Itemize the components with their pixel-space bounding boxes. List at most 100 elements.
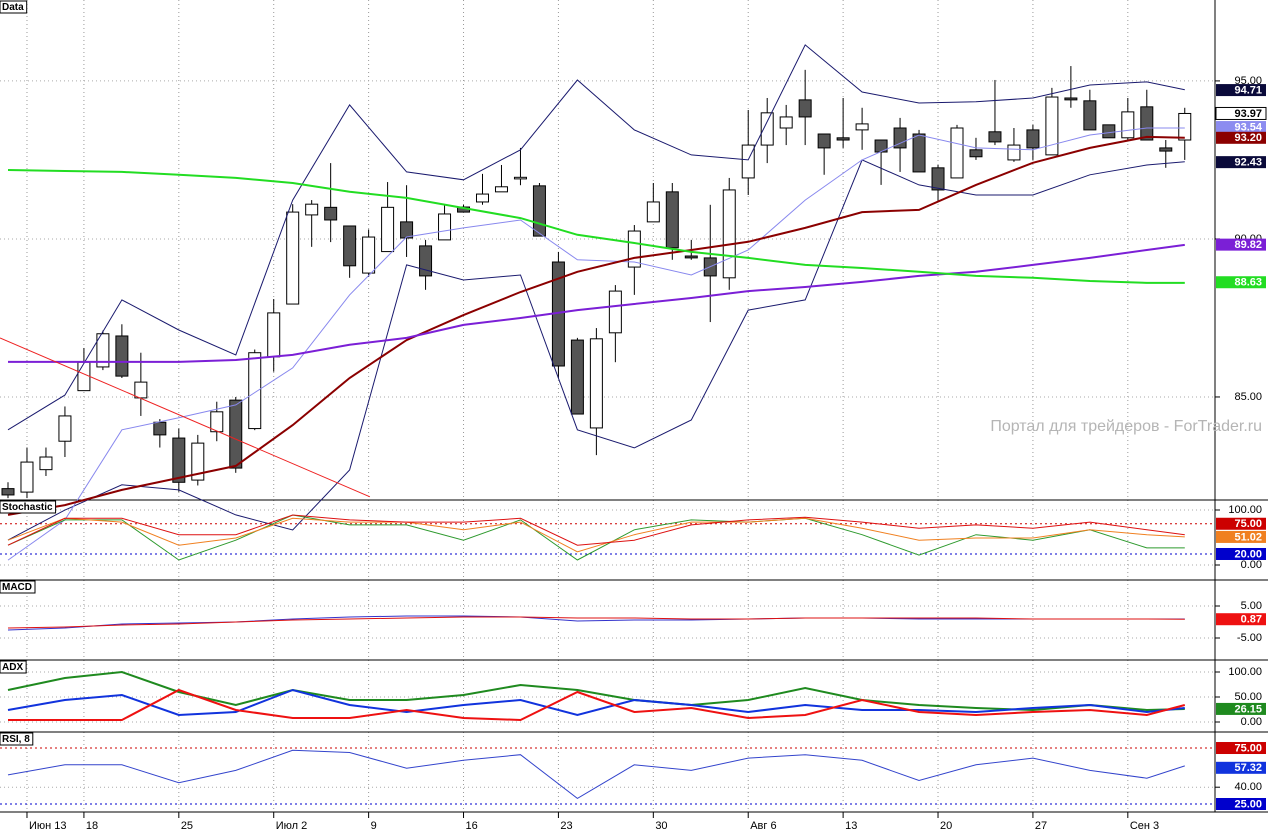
value-label: 25.00	[1234, 798, 1262, 810]
candle-body	[476, 193, 489, 203]
value-label-box	[1216, 517, 1266, 530]
candle-body	[191, 442, 205, 481]
candle-body	[1045, 96, 1059, 156]
candle-body	[172, 437, 186, 483]
candle-body	[419, 245, 433, 277]
candle-body	[855, 123, 869, 131]
indicator-line	[7, 688, 1185, 717]
candle-body	[1178, 112, 1192, 141]
candle-body	[381, 206, 395, 253]
x-tick-label: 9	[371, 820, 377, 832]
candle-body	[134, 381, 148, 399]
x-tick-label: Июн 13	[29, 820, 67, 832]
candle-body	[1102, 124, 1116, 139]
value-label: 20.00	[1234, 548, 1262, 560]
candle-body	[969, 149, 983, 158]
value-label-box	[1216, 547, 1266, 560]
candle-body	[248, 352, 262, 430]
candle-body	[741, 144, 755, 179]
candle-body	[438, 213, 452, 241]
value-label-box	[1216, 702, 1266, 715]
candle-body	[229, 399, 243, 469]
indicator-line	[8, 243, 1185, 363]
panel-title: MACD	[2, 582, 32, 593]
value-label-box	[1216, 761, 1266, 774]
candle-body	[267, 312, 281, 358]
candle-body	[798, 99, 812, 118]
x-tick-label: 16	[466, 820, 478, 832]
candle-body	[96, 333, 110, 368]
x-tick-label: Авг 6	[750, 820, 776, 832]
value-label-box	[1216, 276, 1266, 289]
y-tick-label: 95.00	[1234, 75, 1262, 87]
candle-body	[305, 203, 319, 216]
x-tick-label: 13	[845, 820, 857, 832]
candle-body	[513, 176, 527, 180]
candle-body	[779, 116, 793, 129]
value-label: 93.20	[1234, 132, 1262, 144]
value-label: 0.87	[1241, 614, 1262, 626]
indicator-line	[7, 127, 1185, 561]
y-tick-label: 100.00	[1228, 666, 1262, 678]
value-label-box	[1215, 106, 1267, 120]
candle-body	[153, 421, 167, 436]
indicator-line	[7, 616, 1185, 629]
plots	[0, 44, 1192, 800]
value-label: 92.43	[1234, 157, 1262, 169]
value-label-box	[1216, 121, 1266, 134]
candle-body	[1, 488, 15, 496]
y-tick-label: 40.00	[1234, 781, 1262, 793]
candle-body	[589, 338, 603, 429]
panel-title-box	[0, 660, 27, 674]
value-label: 51.02	[1234, 531, 1262, 543]
candle-body	[570, 339, 584, 415]
indicator-line	[7, 514, 1185, 546]
x-tick-label: Сен 3	[1130, 820, 1159, 832]
candle-body	[950, 127, 964, 179]
value-label: 75.00	[1234, 518, 1262, 530]
panel-title-box	[0, 0, 28, 14]
value-label-box	[1216, 530, 1266, 543]
value-label-box	[1216, 238, 1266, 251]
indicator-line	[7, 159, 1185, 541]
y-tick-label: 0.00	[1241, 559, 1262, 571]
indicator-line	[7, 517, 1185, 553]
candle-body	[362, 236, 376, 274]
y-tick-label: 100.00	[1228, 504, 1262, 516]
value-label: 88.63	[1234, 277, 1262, 289]
panel-title: RSI, 8	[2, 734, 30, 745]
value-label-box	[1216, 156, 1266, 169]
candle-body	[931, 167, 945, 191]
value-label: 94.71	[1234, 84, 1262, 96]
indicator-line	[7, 135, 1185, 516]
value-label-box	[1216, 131, 1266, 144]
candle-body	[20, 461, 34, 493]
candle-body	[494, 186, 508, 193]
indicator-line	[8, 688, 1186, 722]
panel-title: Stochastic	[2, 502, 53, 513]
candle-body	[210, 411, 224, 433]
value-label: 26.15	[1234, 703, 1262, 715]
candle-body	[1026, 129, 1040, 149]
candle-body	[893, 127, 907, 149]
candle-body	[836, 137, 850, 141]
panel-title: ADX	[2, 662, 23, 673]
value-label: 93.54	[1234, 121, 1262, 133]
value-label-box	[1216, 742, 1266, 755]
value-label-box	[1216, 84, 1266, 97]
candle-body	[532, 185, 546, 237]
candle-body	[912, 133, 926, 173]
indicator-line	[7, 749, 1185, 800]
value-label: 75.00	[1234, 742, 1262, 754]
x-tick-label: 25	[181, 820, 193, 832]
x-tick-label: 20	[940, 820, 952, 832]
indicator-line	[7, 514, 1185, 561]
x-tick-label: 23	[560, 820, 572, 832]
candle-body	[115, 335, 129, 377]
y-tick-label: 0.00	[1241, 716, 1262, 728]
watermark: Портал для трейдеров - ForTrader.ru	[990, 418, 1262, 435]
value-label-box	[1216, 613, 1266, 626]
candle-body	[58, 415, 72, 442]
